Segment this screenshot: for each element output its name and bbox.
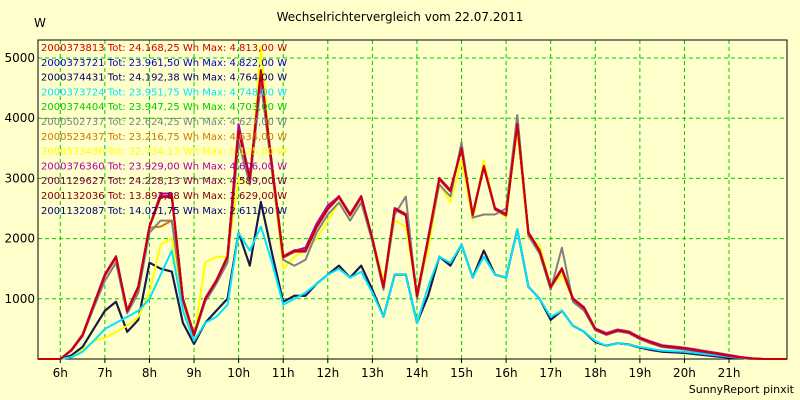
x-tick-label: 19h (628, 366, 651, 380)
y-tick-label: 5000 (4, 51, 35, 65)
x-tick-label: 10h (227, 366, 250, 380)
legend-entry-7: 2000523437 Tot: 23.216,75 Wh Max: 4.634,… (41, 132, 287, 143)
y-axis-label: W (34, 16, 46, 30)
legend-entry-9: 2000376360 Tot: 23.929,00 Wh Max: 4.606,… (41, 161, 287, 172)
x-tick-label: 18h (584, 366, 607, 380)
series-lines (38, 45, 787, 360)
x-tick-label: 6h (53, 366, 68, 380)
legend-entry-11: 2001132036 Tot: 13.892,88 Wh Max: 2.629,… (41, 191, 287, 202)
x-tick-label: 9h (186, 366, 201, 380)
x-tick-label: 14h (406, 366, 429, 380)
series-line-1 (38, 69, 787, 360)
x-tick-label: 21h (718, 366, 741, 380)
x-tick-label: 12h (316, 366, 339, 380)
series-line-4 (38, 225, 787, 360)
y-tick-label: 2000 (4, 232, 35, 246)
legend-entry-4: 2000373724 Tot: 23.951,75 Wh Max: 4.748,… (41, 87, 287, 98)
plot-frame (37, 39, 788, 360)
legend-entry-12: 2001132087 Tot: 14.021,75 Wh Max: 2.611,… (41, 206, 287, 217)
x-tick-label: 20h (673, 366, 696, 380)
x-tick-label: 13h (361, 366, 384, 380)
grid-lines (38, 40, 787, 359)
y-tick-label: 4000 (4, 111, 35, 125)
legend-entry-5: 2000374404 Tot: 23.947,25 Wh Max: 4.703,… (41, 102, 287, 113)
chart-title: Wechselrichtervergleich vom 22.07.2011 (276, 10, 524, 24)
legend-entry-10: 2001129627 Tot: 24.228,13 Wh Max: 4.589,… (41, 176, 287, 187)
legend-entry-2: 2000373721 Tot: 23.961,50 Wh Max: 4.822,… (41, 58, 287, 69)
legend-entry-1: 2000373813 Tot: 24.168,25 Wh Max: 4.813,… (41, 43, 287, 54)
legend-entry-8: 2000523436 Tot: 22.734,13 Wh Max: 5.125,… (41, 147, 287, 158)
axes (37, 39, 788, 363)
x-tick-label: 17h (539, 366, 562, 380)
legend-entry-3: 2000374431 Tot: 24.192,38 Wh Max: 4.764,… (41, 73, 287, 84)
x-tick-label: 7h (97, 366, 112, 380)
y-tick-label: 1000 (4, 292, 35, 306)
x-tick-label: 8h (142, 366, 157, 380)
y-tick-label: 3000 (4, 171, 35, 185)
legend-entry-6: 2000502737 Tot: 22.624,25 Wh Max: 4.627,… (41, 117, 287, 128)
footer-credit: SunnyReport pinxit (688, 383, 794, 396)
tick-labels: 1000 2000 3000 4000 5000 6h 7h 8h 9h 10h 11h 12h 13h… (4, 51, 740, 380)
x-tick-label: 15h (450, 366, 473, 380)
x-tick-label: 16h (495, 366, 518, 380)
x-tick-label: 11h (272, 366, 295, 380)
legend: 2000373813 Tot: 24.168,25 Wh Max: 4.813,… (41, 43, 287, 217)
